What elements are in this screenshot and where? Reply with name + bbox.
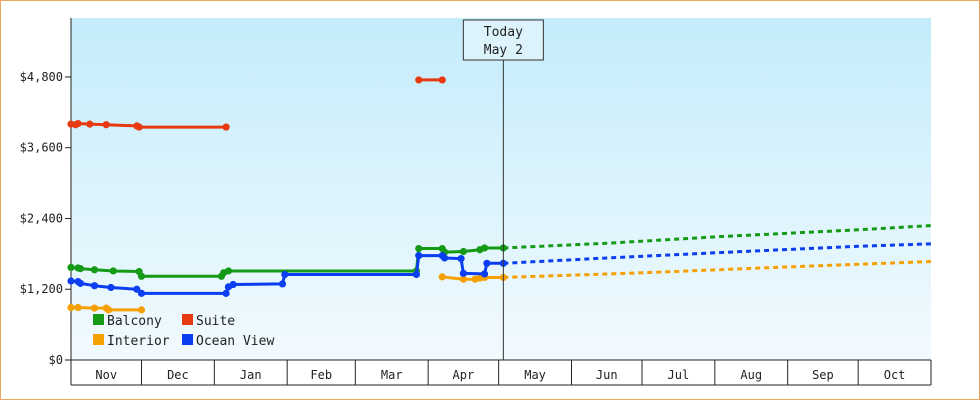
data-point-interior[interactable] <box>459 275 468 283</box>
data-point-ocean-view[interactable] <box>441 254 449 262</box>
series-interior <box>67 260 932 314</box>
legend-swatch-suite <box>182 314 193 325</box>
data-point-ocean-view[interactable] <box>457 254 465 263</box>
x-tick-label-dec: Dec <box>167 368 189 382</box>
data-point-suite[interactable] <box>86 120 94 128</box>
data-point-suite[interactable] <box>222 123 230 131</box>
today-box <box>462 19 544 61</box>
x-tick-label-may: May <box>524 368 546 382</box>
data-point-balcony[interactable] <box>67 263 75 272</box>
x-tick-label-nov: Nov <box>95 368 117 382</box>
data-point-interior[interactable] <box>67 303 75 312</box>
legend-label-interior: Interior <box>107 334 170 349</box>
data-point-ocean-view[interactable] <box>222 289 230 297</box>
legend-swatch-balcony <box>93 314 104 325</box>
x-tick-label-aug: Aug <box>740 368 762 382</box>
data-point-balcony[interactable] <box>459 247 468 256</box>
x-tick-label-mar: Mar <box>381 368 403 382</box>
x-tick-label-jan: Jan <box>240 368 262 382</box>
data-point-ocean-view[interactable] <box>483 259 491 267</box>
data-point-ocean-view[interactable] <box>459 269 468 277</box>
plot-background <box>71 18 931 360</box>
x-tick-label-jun: Jun <box>596 368 618 382</box>
y-tick-label: $2,400 <box>20 211 63 225</box>
data-point-balcony[interactable] <box>109 267 117 275</box>
legend-swatch-ocean-view <box>182 334 193 345</box>
data-point-interior[interactable] <box>104 306 113 314</box>
legend-label-balcony: Balcony <box>107 314 162 329</box>
data-point-interior[interactable] <box>137 306 146 314</box>
projection-line-ocean-view <box>503 242 932 265</box>
data-point-suite[interactable] <box>438 76 446 84</box>
y-tick-label: $4,800 <box>20 70 63 84</box>
data-point-ocean-view[interactable] <box>412 270 421 279</box>
data-point-ocean-view[interactable] <box>281 270 289 279</box>
data-point-balcony[interactable] <box>480 244 489 252</box>
data-point-ocean-view[interactable] <box>90 282 99 290</box>
data-point-ocean-view[interactable] <box>278 280 287 288</box>
projection-line-balcony <box>503 224 932 250</box>
x-tick-label-apr: Apr <box>453 368 475 382</box>
data-point-interior[interactable] <box>438 273 446 281</box>
data-point-balcony[interactable] <box>137 272 146 280</box>
x-tick-label-feb: Feb <box>310 368 332 382</box>
legend-label-ocean-view: Ocean View <box>196 334 274 349</box>
data-point-suite[interactable] <box>102 121 110 129</box>
data-point-balcony[interactable] <box>90 266 99 274</box>
data-point-ocean-view[interactable] <box>229 280 237 289</box>
data-point-ocean-view[interactable] <box>415 252 423 260</box>
data-point-ocean-view[interactable] <box>480 270 489 278</box>
data-point-ocean-view[interactable] <box>107 283 115 292</box>
legend-label-suite: Suite <box>196 314 235 329</box>
today-label: Today <box>484 25 523 40</box>
y-tick-label: $1,200 <box>20 282 63 296</box>
data-point-suite[interactable] <box>74 119 82 128</box>
data-point-suite[interactable] <box>415 76 423 84</box>
data-point-balcony[interactable] <box>224 267 233 275</box>
data-point-ocean-view[interactable] <box>137 289 146 297</box>
y-tick-label: $0 <box>49 353 63 367</box>
series-balcony <box>67 224 932 280</box>
data-point-interior[interactable] <box>74 303 82 312</box>
data-point-suite[interactable] <box>135 123 143 131</box>
x-tick-label-sep: Sep <box>812 368 834 382</box>
x-tick-label-oct: Oct <box>884 368 906 382</box>
today-date: May 2 <box>484 43 523 58</box>
x-tick-label-jul: Jul <box>668 368 690 382</box>
data-point-balcony[interactable] <box>76 265 84 273</box>
y-tick-label: $3,600 <box>20 141 63 155</box>
data-point-ocean-view[interactable] <box>67 277 75 285</box>
data-point-ocean-view[interactable] <box>76 279 84 287</box>
data-point-balcony[interactable] <box>415 244 423 253</box>
series-suite <box>67 76 446 131</box>
series-ocean-view <box>67 242 932 297</box>
data-point-ocean-view[interactable] <box>133 285 141 293</box>
legend-swatch-interior <box>93 334 104 345</box>
data-point-interior[interactable] <box>90 304 99 312</box>
